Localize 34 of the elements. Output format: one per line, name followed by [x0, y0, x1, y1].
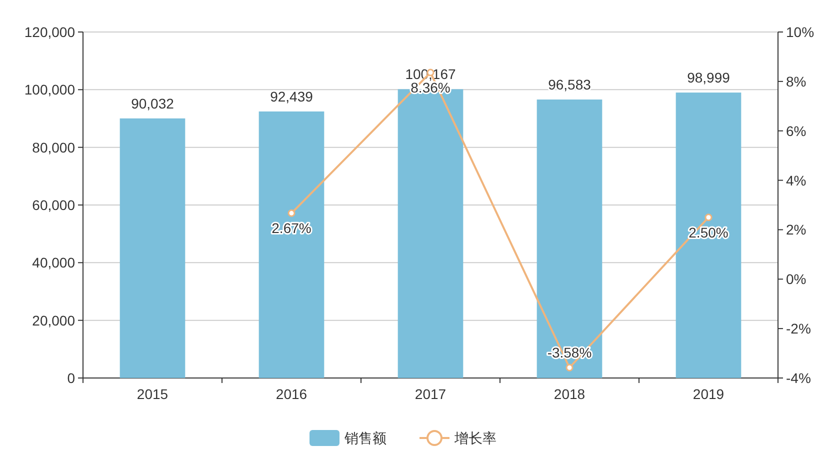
x-tick-label: 2016 [276, 386, 308, 402]
bar [258, 111, 324, 378]
point [566, 364, 574, 372]
x-tick-label: 2017 [414, 386, 446, 402]
bar [676, 92, 742, 378]
y2-tick-label: 6% [786, 122, 806, 139]
legend-label: 销售额 [344, 430, 386, 446]
data-label: 2.67% [272, 220, 312, 236]
y-tick-label: 0 [67, 370, 76, 386]
y-tick-label: 100,000 [24, 82, 76, 98]
y2-tick-label: 8% [786, 73, 806, 90]
y2-tick-label: 2% [786, 222, 806, 238]
y2-tick-label: -2% [786, 320, 811, 337]
point [704, 214, 712, 222]
legend-label: 增长率 [454, 430, 496, 446]
y2-tick-label: -4% [786, 370, 811, 386]
y2-tick-label: 10% [786, 24, 814, 40]
x-tick-label: 2018 [554, 386, 586, 402]
y-tick-label: 120,000 [24, 24, 76, 40]
y-tick-label: 40,000 [32, 254, 76, 271]
data-label: 96,583 [548, 76, 592, 93]
x-tick-label: 2015 [136, 386, 168, 402]
y-tick-label: 20,000 [32, 312, 76, 328]
y2-tick-label: 4% [786, 172, 806, 188]
data-label: 90,032 [131, 95, 174, 112]
point [288, 209, 296, 217]
bar [120, 118, 186, 378]
y2-tick-label: 0% [786, 271, 806, 288]
data-label: 98,999 [687, 70, 730, 86]
y-tick-label: 60,000 [32, 197, 76, 213]
y-tick-label: 80,000 [32, 139, 76, 156]
data-label: 92,439 [270, 88, 314, 104]
bar [536, 100, 602, 378]
x-tick-label: 2019 [692, 386, 724, 402]
